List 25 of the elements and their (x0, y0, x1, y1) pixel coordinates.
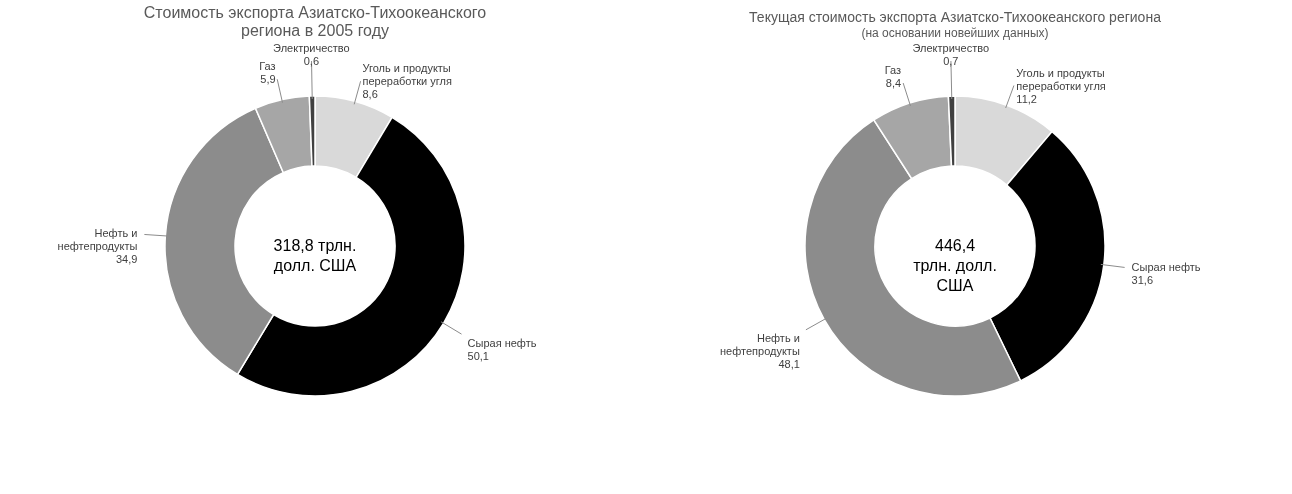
slice-label: Нефть и нефтепродукты (57, 227, 138, 252)
chart-subtitle: (на основании новейших данных) (861, 26, 1049, 41)
slice-label: Уголь и продукты переработки угля (1016, 66, 1106, 92)
slice-label: Газ (884, 64, 902, 77)
data-label: 0,6 (303, 55, 320, 68)
data-label: 5,9 (260, 73, 276, 86)
slice-label: Электричество (273, 42, 350, 55)
data-label: 31,6 (1131, 274, 1154, 287)
data-label: 0,7 (943, 55, 959, 68)
data-label: 48,1 (778, 358, 800, 371)
chart-title: Стоимость экспорта Азиатско-Тихоокеанского региона в 2005 году (143, 4, 487, 40)
slice-label: Нефть и нефтепродукты (720, 332, 800, 358)
data-label: 8,4 (885, 77, 902, 90)
slice-label: Газ (259, 60, 276, 73)
data-label: 11,2 (1016, 92, 1037, 105)
data-label: 8,6 (362, 88, 378, 101)
slice-label: Электричество (912, 42, 990, 55)
data-label: 34,9 (115, 253, 138, 265)
slice-label: Сырая нефть (467, 336, 537, 349)
slice-label: Уголь и продукты переработки угля (362, 62, 452, 88)
slice-label: Сырая нефть (1131, 261, 1201, 274)
data-label: 50,1 (467, 349, 489, 362)
text: 318,8 трлн. долл. США (273, 237, 357, 274)
text: 446,4 трлн. долл. США (913, 237, 997, 294)
chart-title: Текущая стоимость экспорта Азиатско-Тихоокеанского региона (749, 9, 1162, 26)
